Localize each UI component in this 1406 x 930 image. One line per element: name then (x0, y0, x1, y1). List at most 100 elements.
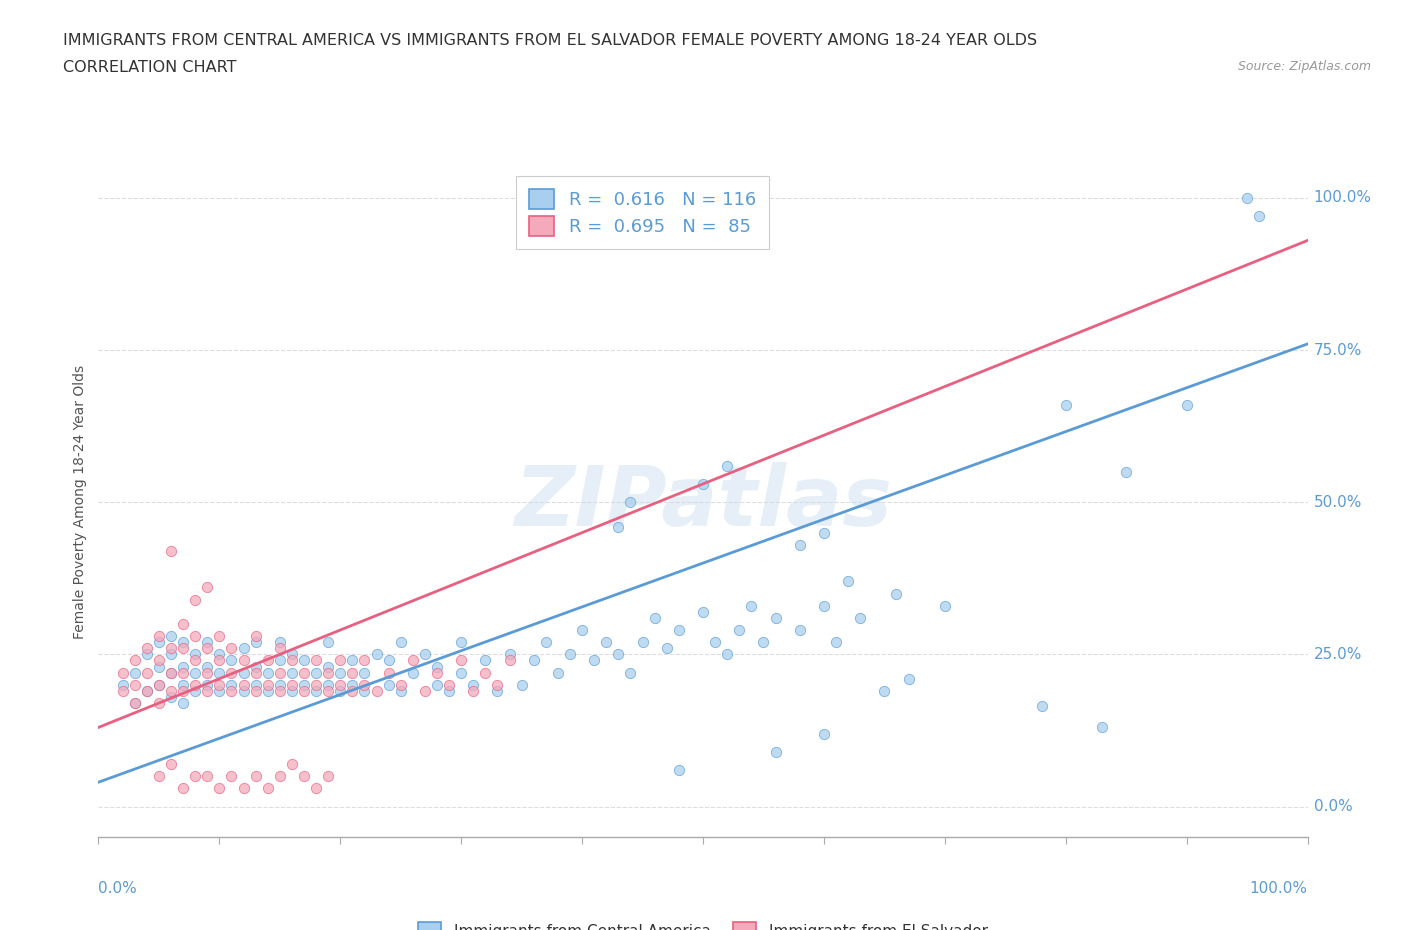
Point (160, 641, 183, 656)
Point (595, 635, 617, 650)
Point (316, 684, 339, 698)
Point (813, 726, 835, 741)
Point (184, 677, 207, 692)
Point (668, 763, 690, 777)
Point (740, 598, 762, 613)
Point (474, 653, 496, 668)
Point (413, 684, 436, 698)
Point (463, 684, 485, 698)
Point (172, 635, 194, 650)
Point (148, 769, 170, 784)
Point (221, 684, 243, 698)
Point (172, 781, 194, 796)
Point (195, 580, 218, 595)
Point (184, 665, 207, 680)
Point (644, 610, 666, 625)
Point (208, 653, 231, 668)
Point (135, 684, 157, 698)
Point (124, 677, 146, 692)
Point (342, 684, 364, 698)
Point (160, 684, 183, 698)
Point (292, 769, 315, 784)
Point (305, 684, 328, 698)
Point (619, 665, 641, 680)
Point (208, 684, 231, 698)
Point (426, 659, 449, 674)
Point (437, 684, 460, 698)
Point (837, 574, 859, 589)
Point (426, 677, 449, 692)
Point (510, 677, 533, 692)
Point (135, 647, 157, 662)
Point (353, 677, 375, 692)
Point (342, 665, 364, 680)
Point (377, 677, 399, 692)
Text: IMMIGRANTS FROM CENTRAL AMERICA VS IMMIGRANTS FROM EL SALVADOR FEMALE POVERTY AM: IMMIGRANTS FROM CENTRAL AMERICA VS IMMIG… (63, 33, 1038, 47)
Point (547, 665, 569, 680)
Point (184, 769, 207, 784)
Point (245, 684, 267, 698)
Point (897, 671, 920, 686)
Point (208, 665, 231, 680)
Point (245, 629, 267, 644)
Point (124, 696, 146, 711)
Point (160, 543, 183, 558)
Point (160, 665, 183, 680)
Point (135, 665, 157, 680)
Point (571, 622, 593, 637)
Point (450, 653, 472, 668)
Point (208, 629, 231, 644)
Point (619, 495, 641, 510)
Point (124, 696, 146, 711)
Point (813, 525, 835, 540)
Point (316, 635, 339, 650)
Point (305, 781, 328, 796)
Point (389, 635, 412, 650)
Text: CORRELATION CHART: CORRELATION CHART (63, 60, 236, 75)
Point (172, 665, 194, 680)
Point (1175, 397, 1198, 412)
Point (111, 665, 134, 680)
Point (281, 647, 304, 662)
Text: 25.0%: 25.0% (1313, 647, 1362, 662)
Point (765, 610, 787, 625)
Point (716, 647, 738, 662)
Point (195, 665, 218, 680)
Point (1031, 698, 1053, 713)
Point (269, 641, 291, 656)
Point (195, 684, 218, 698)
Point (353, 653, 375, 668)
Point (607, 647, 630, 662)
Point (534, 635, 557, 650)
Point (692, 476, 714, 491)
Point (366, 647, 388, 662)
Point (316, 769, 339, 784)
Point (232, 653, 254, 668)
Point (208, 647, 231, 662)
Point (269, 635, 291, 650)
Point (111, 677, 134, 692)
Point (1249, 208, 1271, 223)
Point (148, 677, 170, 692)
Point (232, 684, 254, 698)
Point (523, 653, 546, 668)
Point (256, 781, 278, 796)
Point (135, 684, 157, 698)
Point (135, 641, 157, 656)
Point (607, 519, 630, 534)
Point (281, 684, 304, 698)
Point (195, 641, 218, 656)
Point (342, 653, 364, 668)
Point (148, 629, 170, 644)
Point (366, 684, 388, 698)
Point (486, 684, 509, 698)
Point (305, 677, 328, 692)
Point (752, 635, 775, 650)
Point (269, 677, 291, 692)
Point (292, 677, 315, 692)
Point (184, 592, 207, 607)
Point (148, 659, 170, 674)
Point (704, 635, 727, 650)
Point (172, 659, 194, 674)
Point (221, 769, 243, 784)
